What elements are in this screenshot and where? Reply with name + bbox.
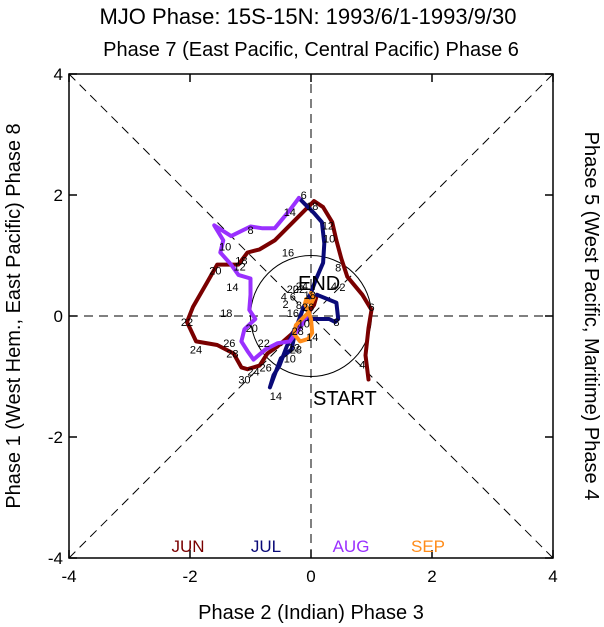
top-axis-label: Phase 7 (East Pacific, Central Pacific) … [103,39,519,61]
day-label: 10 [219,241,231,253]
day-label: 20 [246,323,258,335]
guide-diagonal-down [68,73,554,559]
day-label: 26 [223,338,235,350]
bottom-axis-label: Phase 2 (Indian) Phase 3 [198,602,424,624]
day-label: 18 [220,308,232,320]
y-tick-label: -2 [48,428,63,447]
day-label: 4 [359,359,365,371]
end-label: END [298,273,340,295]
day-label: 20 [209,266,221,278]
day-label: 12 [322,220,334,232]
legend-jul: JUL [251,537,281,556]
day-label: 22 [293,284,305,296]
day-label: 12 [233,261,245,273]
day-label: 12 [288,342,300,354]
day-label: 24 [296,281,308,293]
y-tick-label: 4 [54,65,63,84]
start-label: START [313,388,377,410]
y-tick-label: -4 [48,549,63,568]
x-tick-label: 2 [427,567,436,586]
day-label: 24 [247,367,259,379]
day-label: 24 [190,344,202,356]
day-label: 8 [335,263,341,275]
day-label: 6 [368,302,374,314]
day-label: 8 [333,317,339,329]
legend-jun: JUN [171,537,204,556]
day-label: 18 [235,255,247,267]
series-line-jul [267,196,341,390]
series-line-aug [212,196,310,362]
x-tick-label: -2 [182,567,197,586]
day-label: 20 [287,284,299,296]
day-label: 8 [247,225,253,237]
day-label: 4 [331,281,337,293]
left-axis-label: Phase 1 (West Hem., East Pacific) Phase … [3,123,25,508]
day-label: 28 [226,349,238,361]
day-label: 14 [284,207,296,219]
day-label: 4 [281,292,287,304]
guide-diagonal-up [68,73,554,559]
right-axis-label: Phase 5 (West Pacific, Maritime) Phase 4 [580,132,602,501]
day-label: 10 [298,318,310,330]
day-label: 22 [181,317,193,329]
chart-title: MJO Phase: 15S-15N: 1993/6/1-1993/9/30 [99,4,516,29]
y-tick-label: 0 [54,307,63,326]
day-label: 18 [304,290,316,302]
x-tick-label: 4 [548,567,557,586]
day-label: 6 [301,190,307,202]
day-label: 10 [323,234,335,246]
series-line-sep [292,291,316,344]
day-label: 14 [270,391,282,403]
day-labels: 6481012181618202224262830248101416681012… [181,190,375,403]
day-label: 2 [283,299,289,311]
series-line-jun [185,199,374,382]
legend-aug: AUG [333,537,370,556]
series-lines [185,196,374,390]
day-label: 16 [282,247,294,259]
legend-sep: SEP [411,537,445,556]
day-label: 16 [287,308,299,320]
day-label: 26 [302,302,314,314]
day-label: 10 [284,353,296,365]
x-tick-label: -4 [61,567,76,586]
day-label: 30 [238,375,250,387]
day-label: 6 [290,292,296,304]
day-label: 2 [339,282,345,294]
day-label: 14 [306,332,318,344]
day-label: 14 [226,282,238,294]
month-legend: JUN JUL AUG SEP [171,537,445,556]
day-label: 18 [306,201,318,213]
day-label: 28 [292,326,304,338]
y-tick-label: 2 [54,186,63,205]
x-tick-label: 0 [306,567,315,586]
day-label: 26 [260,362,272,374]
day-label: 8 [296,300,302,312]
day-label: 22 [258,338,270,350]
day-label: 28 [290,344,302,356]
